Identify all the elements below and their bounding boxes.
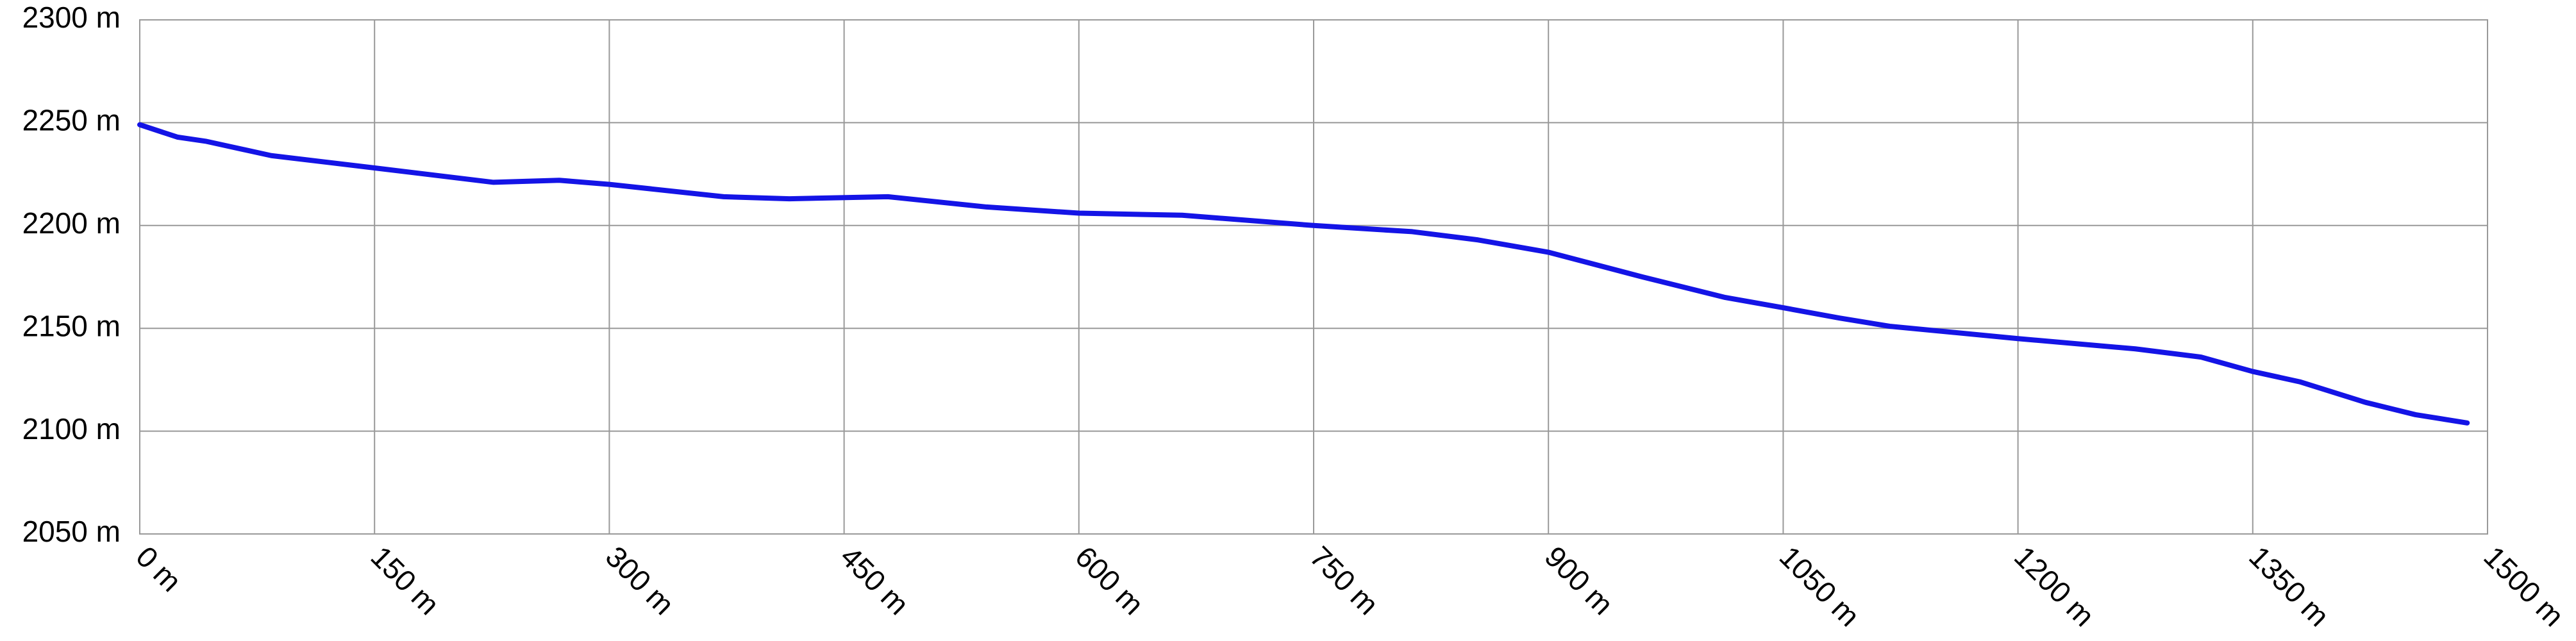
- x-tick-label: 300 m: [599, 540, 681, 621]
- y-tick-label: 2300 m: [22, 1, 121, 34]
- y-tick-label: 2150 m: [22, 309, 121, 342]
- x-tick-label: 1200 m: [2008, 540, 2101, 633]
- x-tick-label: 750 m: [1303, 540, 1385, 621]
- x-tick-label: 150 m: [365, 540, 446, 621]
- x-tick-label: 600 m: [1069, 540, 1150, 621]
- x-tick-label: 450 m: [834, 540, 916, 621]
- line: [137, 122, 2470, 426]
- x-tick-label: 0 m: [130, 540, 188, 598]
- y-tick-label: 2250 m: [22, 104, 121, 137]
- x-tick-label: 900 m: [1539, 540, 1620, 621]
- x-tick-label: 1500 m: [2477, 540, 2570, 633]
- x-tick-label: 1350 m: [2243, 540, 2336, 633]
- y-tick-label: 2100 m: [22, 412, 121, 445]
- y-tick-label: 2050 m: [22, 515, 121, 548]
- x-tick-label: 1050 m: [1773, 540, 1866, 633]
- y-tick-label: 2200 m: [22, 206, 121, 240]
